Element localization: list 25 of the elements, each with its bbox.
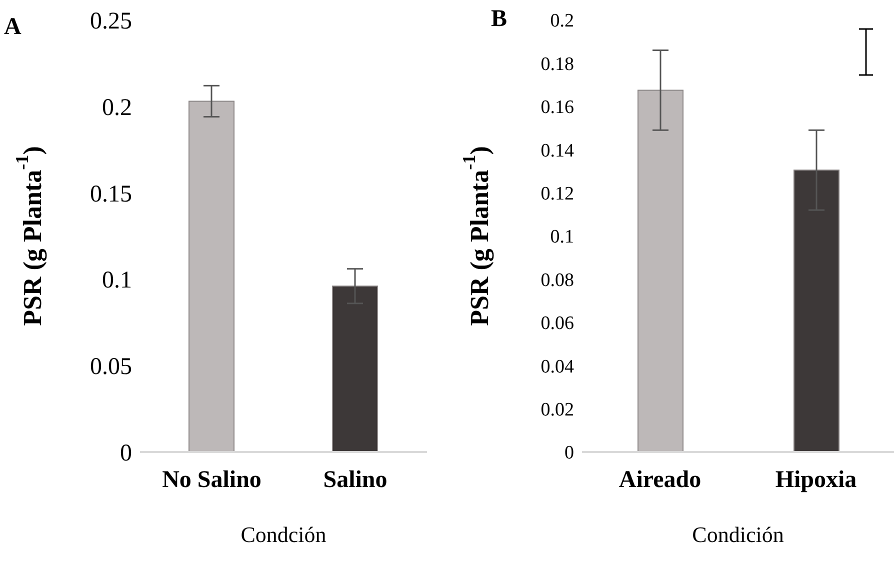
x-tick-label: Salino (323, 467, 388, 494)
y-tick-label: 0.1 (102, 268, 132, 294)
y-tick-label: 0.15 (90, 181, 132, 208)
y-tick-label: 0.1 (550, 226, 574, 248)
y-tick-label: 0.04 (540, 356, 574, 378)
y-tick-label: 0.05 (90, 354, 132, 380)
y-tick-label: 0.25 (90, 8, 132, 35)
x-axis-title: Condición (692, 522, 784, 547)
x-tick-label: Aireado (618, 467, 702, 494)
y-tick-label: 0.2 (550, 10, 574, 32)
x-tick-label: Hipoxia (775, 467, 857, 494)
y-tick-label: 0 (564, 442, 574, 464)
y-tick-label: 0.08 (540, 270, 574, 291)
x-axis-title: Condción (240, 522, 326, 547)
x-tick-label: No Salino (162, 467, 262, 494)
y-tick-label: 0.2 (102, 94, 132, 121)
chart-title: A (4, 14, 22, 41)
y-tick-label: 0.16 (540, 97, 574, 118)
chart-title: B (491, 6, 508, 33)
y-tick-label: 0.02 (540, 400, 574, 421)
y-tick-label: 0.18 (540, 54, 574, 75)
y-tick-label: 0.14 (540, 140, 574, 162)
y-tick-label: 0.12 (540, 184, 574, 205)
y-tick-label: 0 (120, 440, 132, 467)
y-tick-label: 0.06 (540, 313, 574, 334)
